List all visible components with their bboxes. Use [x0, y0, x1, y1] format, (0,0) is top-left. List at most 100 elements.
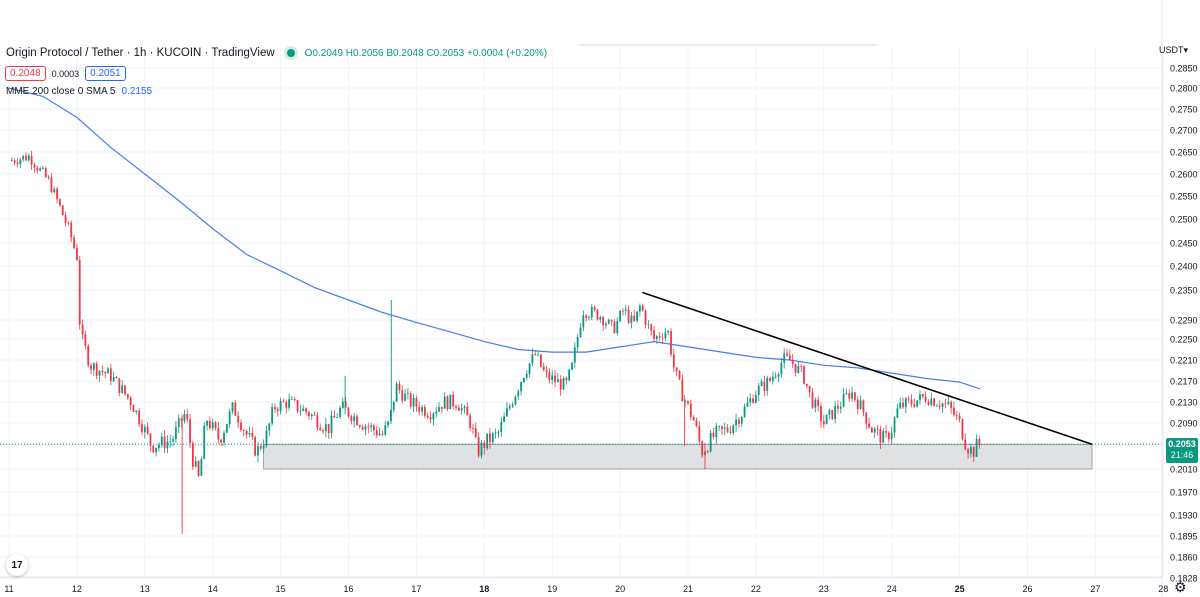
candle-body [599, 317, 602, 320]
y-tick-label: 0.1970 [1170, 488, 1198, 498]
x-tick-label: 15 [276, 584, 286, 594]
support-zone [0, 443, 1162, 470]
candle-body [941, 403, 944, 407]
candle-body [64, 215, 67, 223]
candle-body [675, 367, 678, 372]
y-tick-label: 0.1828 [1170, 574, 1198, 584]
axis-currency-label[interactable]: USDT▾ [1158, 45, 1188, 55]
candle-body [231, 402, 234, 412]
candle-body [296, 400, 299, 412]
y-tick-label: 0.2650 [1170, 148, 1198, 158]
candle-body [472, 427, 474, 429]
candle-body [407, 393, 409, 394]
x-tick-label: 18 [479, 584, 489, 594]
candle-body [169, 441, 172, 443]
candle-body [104, 372, 107, 374]
y-tick-label: 0.2010 [1170, 465, 1198, 475]
candle-body [590, 307, 593, 318]
candle-body [571, 362, 573, 370]
candle-body [678, 371, 681, 380]
candle-body [387, 421, 390, 426]
candle-body [528, 363, 531, 374]
candle-body [585, 315, 588, 318]
support-zone-rect [263, 443, 1093, 470]
candle-body [803, 366, 805, 384]
candle-body [378, 433, 381, 436]
candle-body [242, 430, 245, 432]
candle-body [822, 421, 825, 425]
indicator-legend[interactable]: MME 200 close 0 SMA 5 0.2155 [6, 86, 152, 97]
indicator-label: MME 200 close 0 SMA 5 [6, 86, 116, 97]
candle-body [525, 373, 528, 378]
y-tick-label: 0.2450 [1170, 239, 1198, 249]
candle-body [723, 427, 726, 429]
candle-body [916, 400, 919, 407]
candle-body [701, 441, 704, 456]
candle-body [457, 407, 460, 411]
candle-body [259, 446, 262, 449]
candle-body [616, 321, 619, 334]
candle-body [565, 377, 568, 381]
candle-body [766, 377, 769, 391]
candle-body [310, 414, 313, 417]
candle-body [237, 415, 240, 423]
candle-body [851, 392, 853, 399]
candle-body [285, 401, 288, 408]
tradingview-logo-icon[interactable]: 17 [6, 554, 28, 576]
candle-body [146, 426, 149, 434]
candle-body [191, 443, 194, 467]
x-tick-label: 11 [4, 584, 13, 594]
candle-body [542, 366, 545, 371]
candle-body [554, 375, 556, 383]
x-tick-label: 27 [1090, 584, 1100, 594]
candle-body [189, 419, 191, 444]
candle-body [16, 162, 19, 165]
candle-body [732, 425, 735, 434]
trendline-layer [642, 291, 1093, 446]
candle-body [551, 375, 554, 380]
candle-body [947, 401, 950, 404]
candle-body [480, 442, 483, 456]
candle-body [356, 416, 358, 426]
candle-body [718, 426, 721, 427]
y-tick-label: 0.1930 [1170, 511, 1198, 521]
candle-body [160, 436, 163, 445]
candle-body [395, 383, 398, 402]
candle-body [641, 305, 644, 311]
y-tick-label: 0.2130 [1170, 398, 1198, 408]
candle-body [746, 402, 749, 407]
candle-body [910, 399, 913, 405]
ma200-line [8, 87, 981, 390]
candle-body [186, 413, 189, 420]
candle-body [664, 332, 667, 339]
candle-body [933, 398, 936, 406]
candle-body [921, 394, 924, 397]
candle-body [13, 160, 16, 163]
candle-body [225, 424, 228, 433]
candle-body [562, 377, 565, 390]
candle-body [573, 347, 576, 363]
candle-body [418, 406, 421, 412]
candle-body [330, 415, 333, 434]
candle-body [455, 406, 457, 408]
bid-price-button[interactable]: 0.2048 [5, 66, 46, 81]
ask-price-button[interactable]: 0.2051 [85, 66, 126, 81]
candle-body [316, 415, 319, 428]
candle-body [228, 411, 231, 425]
y-tick-label: 0.2400 [1170, 262, 1198, 272]
candle-body [576, 337, 579, 348]
candle-body [887, 432, 890, 440]
toolbar-handle[interactable] [578, 44, 878, 46]
candle-body [98, 370, 101, 376]
candle-body [375, 430, 378, 436]
y-tick-label: 0.2550 [1170, 192, 1198, 202]
candle-body [271, 407, 274, 424]
candle-body [868, 423, 870, 428]
symbol-title[interactable]: Origin Protocol / Tether · 1h · KUCOIN ·… [6, 47, 275, 59]
gear-icon[interactable]: ⚙ [1174, 579, 1187, 595]
candle-body [613, 321, 616, 334]
x-tick-label: 12 [72, 584, 82, 594]
candle-body [837, 405, 839, 409]
candle-body [607, 319, 610, 324]
